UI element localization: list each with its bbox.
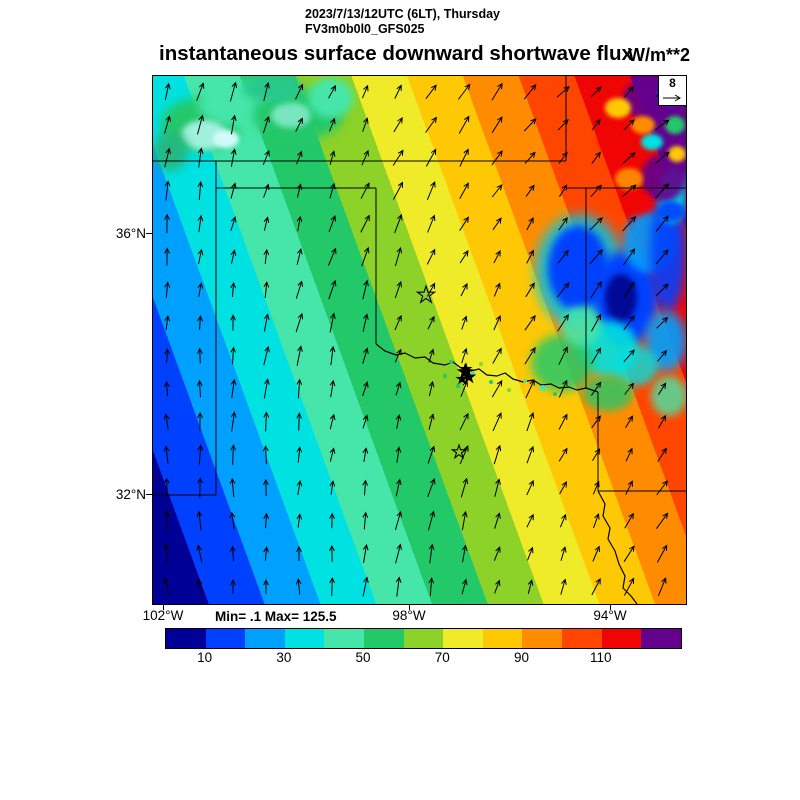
cloud-patch — [665, 116, 685, 134]
colorbar-segment — [403, 629, 444, 648]
station-markers — [415, 284, 557, 460]
cloud-patch — [605, 98, 631, 118]
colorbar-segment — [601, 629, 642, 648]
state-borders — [153, 76, 686, 604]
cloud-patch — [651, 376, 686, 416]
lon-label-94w: 94°W — [593, 608, 627, 623]
cloud-patch — [605, 274, 637, 322]
plot-area — [153, 76, 686, 604]
sabine-border — [597, 490, 638, 604]
colorbar-segment — [562, 629, 602, 648]
cloud-layer — [153, 76, 686, 604]
colorbar-tick-label: 50 — [355, 650, 371, 665]
cloud-patch — [668, 146, 686, 162]
units-label: W/m**2 — [627, 45, 690, 65]
lon-tick-102w — [163, 604, 164, 610]
header-block: 2023/7/13/12UTC (6LT), Thursday FV3m0b0l… — [305, 7, 500, 37]
red-river-border — [375, 343, 599, 393]
cloud-patch — [213, 130, 239, 148]
colorbar-segment — [522, 629, 563, 648]
reference-vector-value: 8 — [669, 76, 676, 90]
minmax-label: Min= .1 Max= 125.5 — [215, 609, 337, 624]
colorbar-tick-label: 70 — [434, 650, 450, 665]
colorbar-tick-label: 10 — [197, 650, 213, 665]
wind-arrows — [163, 81, 670, 597]
colorbar-segment — [245, 629, 285, 648]
cloud-patch — [623, 191, 653, 215]
lat-label-32n: 32°N — [115, 487, 146, 502]
colorbar-segment — [443, 629, 483, 648]
colorbar-tick-label: 110 — [590, 650, 612, 665]
colorbar-tick-label: 30 — [276, 650, 292, 665]
cloud-patch — [583, 376, 633, 411]
reference-arrow-icon — [663, 94, 681, 102]
cloud-patch — [243, 76, 303, 102]
cloud-patch — [308, 78, 353, 118]
valid-time-line: 2023/7/13/12UTC (6LT), Thursday — [305, 7, 500, 21]
model-run-line: FV3m0b0l0_GFS025 — [305, 22, 425, 36]
map-frame: 8 — [152, 75, 687, 605]
lat-tick-32n — [146, 494, 152, 495]
colorbar-segment — [364, 629, 404, 648]
cloud-patch — [153, 131, 188, 171]
colorbar-segment — [166, 629, 206, 648]
cloud-patch — [641, 134, 663, 150]
cloud-patch — [598, 128, 634, 154]
lat-tick-36n — [146, 233, 152, 234]
cloud-patch — [631, 116, 655, 134]
reference-vector-box: 8 — [658, 75, 687, 106]
colorbar-segment — [324, 629, 365, 648]
colorbar-segment — [284, 629, 325, 648]
colorbar — [165, 628, 682, 649]
colorbar-segment — [641, 629, 681, 648]
colorbar-segment — [205, 629, 246, 648]
colorbar-tick-label: 90 — [514, 650, 530, 665]
colorbar-segment — [482, 629, 523, 648]
lon-label-98w: 98°W — [392, 608, 426, 623]
cloud-patch — [658, 201, 684, 221]
lon-tick-94w — [610, 604, 611, 610]
lon-label-102w: 102°W — [142, 608, 184, 623]
page-title: instantaneous surface downward shortwave… — [159, 42, 633, 65]
lat-label-36n: 36°N — [115, 226, 146, 241]
lon-tick-98w — [409, 604, 410, 610]
cloud-patch — [271, 102, 311, 128]
